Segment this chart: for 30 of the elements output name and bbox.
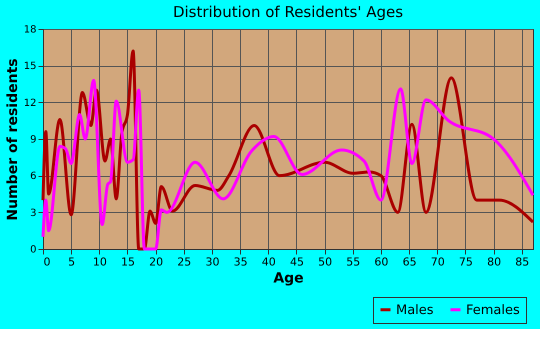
x-tick-label: 80: [487, 256, 502, 268]
x-tick-label: 55: [346, 256, 360, 268]
y-tick-label: 12: [24, 98, 36, 109]
y-tick-label: 6: [30, 171, 36, 182]
x-tick-label: 60: [374, 256, 388, 268]
x-tick-label: 10: [92, 256, 107, 268]
y-tick-label: 15: [24, 61, 36, 72]
x-tick-label: 20: [149, 256, 164, 268]
x-tick-label: 50: [318, 256, 332, 268]
legend-label: Males: [396, 302, 434, 318]
x-tick-label: 65: [402, 256, 417, 268]
x-tick-label: 35: [234, 256, 248, 268]
x-tick-label: 40: [262, 256, 276, 268]
x-tick-label: 0: [44, 256, 50, 268]
x-tick-label: 30: [205, 256, 220, 268]
x-tick-label: 25: [177, 256, 192, 268]
x-tick-label: 45: [290, 256, 304, 268]
x-tick-label: 15: [120, 256, 135, 268]
y-axis-title: Number of residents: [4, 58, 21, 221]
x-tick-label: 70: [430, 256, 445, 268]
y-tick-label: 9: [30, 134, 36, 146]
y-tick-label: 3: [30, 208, 36, 219]
y-tick-label: 0: [30, 244, 36, 256]
x-tick-label: 5: [68, 256, 76, 268]
y-tick-label: 18: [24, 24, 36, 36]
legend-label: Females: [466, 302, 520, 318]
x-tick-label: 75: [458, 256, 473, 268]
x-tick-label: 85: [515, 256, 530, 268]
x-axis-title: Age: [273, 270, 304, 286]
chart-title: Distribution of Residents' Ages: [172, 3, 404, 21]
